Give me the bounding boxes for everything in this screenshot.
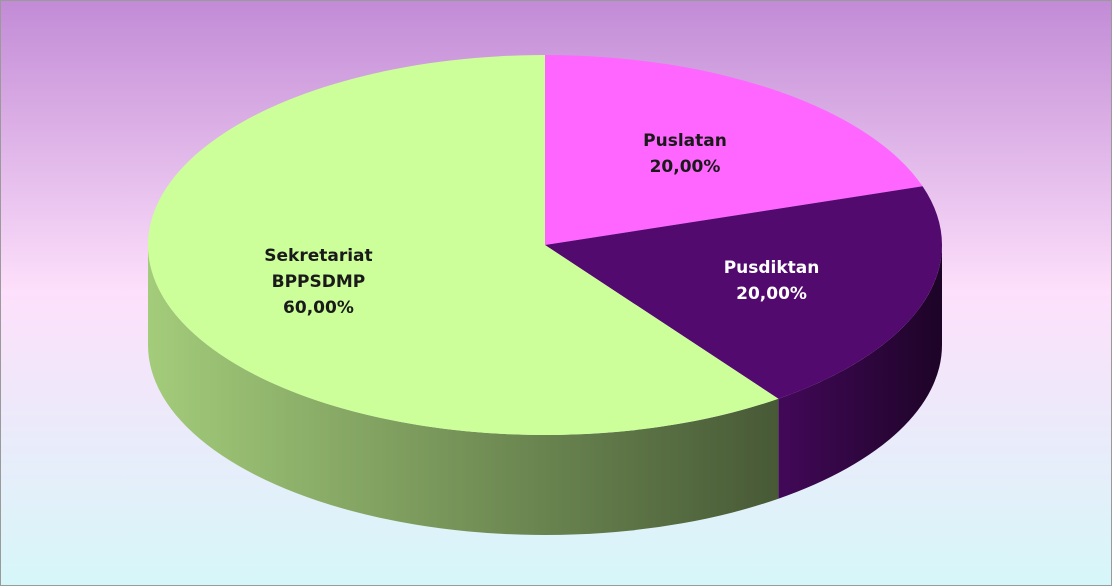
pie-labels: Puslatan 20,00% Pusdiktan 20,00% Sekretariat… [264,131,819,318]
pie-slice [148,55,779,436]
slice-category-label: Pusdiktan [724,258,820,278]
pie-tops [148,55,943,436]
slice-value-label: 20,00% [650,157,721,177]
pie-slice [545,186,943,399]
pie-side [147,245,779,535]
pie-sides [147,245,942,535]
label-line: BPPSDMP [272,272,366,292]
label-line: Sekretariat [264,246,372,266]
pie-side [778,245,942,499]
slice-category-label: Puslatan [643,131,727,151]
slice-value-label: 60,00% [283,298,354,318]
pie: Puslatan 20,00% Pusdiktan 20,00% Sekretariat… [147,55,943,535]
pie-slice [545,55,923,245]
slice-value-label: 20,00% [736,284,807,304]
slice-category-label: Sekretariat BPPSDMP [264,246,372,292]
